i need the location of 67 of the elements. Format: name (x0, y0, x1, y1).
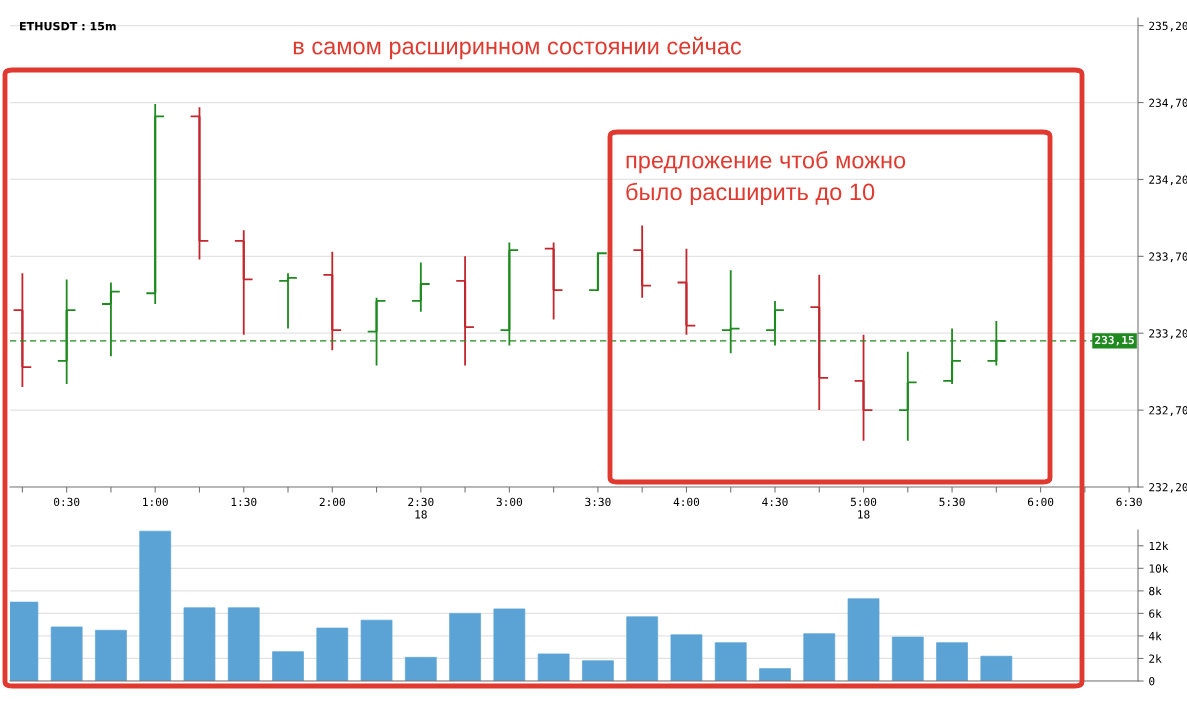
y-tick-label: 235,20 (1149, 21, 1187, 32)
candlestick (233, 229, 254, 336)
candlestick (145, 103, 165, 305)
annotation: предложение чтоб можно было расширить до 10 (626, 151, 906, 205)
y-tick-label: 232,20 (1149, 483, 1187, 493)
y-tick-label: 232,70 (1149, 406, 1187, 416)
bar (360, 619, 393, 681)
candlestick (278, 272, 298, 330)
x-tick-label: 0:30 (54, 497, 80, 507)
annotation: в самом расширинном состоянии сейчас (293, 36, 742, 60)
bar (714, 642, 747, 681)
y-tick-label: 12k (1149, 541, 1169, 551)
ref-line-label: 233,15 (1095, 335, 1134, 346)
bar (936, 642, 968, 681)
bar (891, 636, 924, 681)
bar (227, 607, 260, 681)
candlestick (632, 224, 652, 299)
bar (537, 653, 570, 681)
x-tick-label: 5:00 18 (850, 497, 877, 519)
bar (404, 656, 437, 681)
candlestick (455, 255, 475, 367)
bar (95, 629, 127, 681)
candlestick (676, 247, 697, 336)
candlestick (189, 106, 210, 261)
candlestick (12, 272, 33, 388)
x-tick-label: 5:30 (939, 497, 965, 507)
candlestick (898, 350, 918, 442)
x-tick-label: 4:00 (673, 497, 700, 507)
x-tick-label: 6:30 (1116, 497, 1142, 507)
bar (980, 655, 1013, 681)
bar (449, 613, 481, 681)
candlestick (322, 250, 343, 352)
candlestick (411, 261, 431, 313)
y-tick-label: 6k (1149, 609, 1162, 618)
y-tick-label: 234,20 (1149, 175, 1187, 186)
x-tick-label: 3:00 (496, 497, 523, 507)
y-tick-label: 4k (1148, 631, 1162, 641)
bar (582, 660, 614, 681)
x-tick-label: 6:00 (1027, 497, 1054, 507)
bar (50, 626, 83, 681)
x-tick-label: 4:30 (762, 497, 788, 507)
bar (670, 634, 703, 681)
bar (316, 627, 349, 681)
bar (803, 633, 836, 681)
bar (139, 530, 172, 681)
x-tick-label: 2:30 18 (408, 497, 434, 519)
bar (493, 608, 526, 681)
x-tick-label: 3:30 (585, 497, 611, 507)
y-tick-label: 0 (1149, 677, 1155, 686)
y-tick-label: 8k (1149, 586, 1162, 596)
y-tick-label: 233,70 (1149, 252, 1187, 263)
y-tick-label: 233,20 (1149, 329, 1187, 340)
y-tick-label: 2k (1149, 654, 1162, 663)
x-tick-label: 1:00 (143, 497, 168, 507)
bar (626, 616, 659, 681)
bar (759, 668, 791, 681)
bar (847, 598, 880, 681)
candlestick (809, 273, 830, 412)
x-tick-label: 2:00 (319, 497, 345, 507)
candlestick (853, 333, 874, 442)
chart-title: ETHUSDT : 15m (20, 21, 116, 31)
y-tick-label: 234,70 (1149, 98, 1187, 109)
y-tick-label: 10k (1149, 564, 1169, 573)
bar (272, 651, 304, 681)
candlestick (543, 241, 564, 321)
bar (183, 607, 216, 681)
x-tick-label: 1:30 (231, 497, 257, 507)
